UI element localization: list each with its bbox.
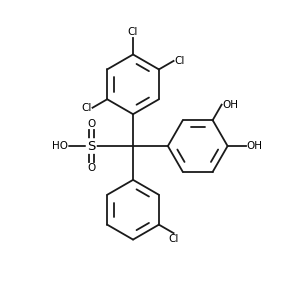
Text: O: O: [87, 163, 95, 173]
Text: Cl: Cl: [168, 234, 179, 244]
Text: OH: OH: [247, 141, 263, 151]
Text: HO: HO: [52, 141, 68, 151]
Text: Cl: Cl: [128, 26, 138, 37]
Text: OH: OH: [223, 100, 238, 110]
Text: O: O: [87, 119, 95, 129]
Text: S: S: [87, 140, 96, 152]
Text: Cl: Cl: [81, 103, 92, 113]
Text: Cl: Cl: [174, 56, 185, 66]
